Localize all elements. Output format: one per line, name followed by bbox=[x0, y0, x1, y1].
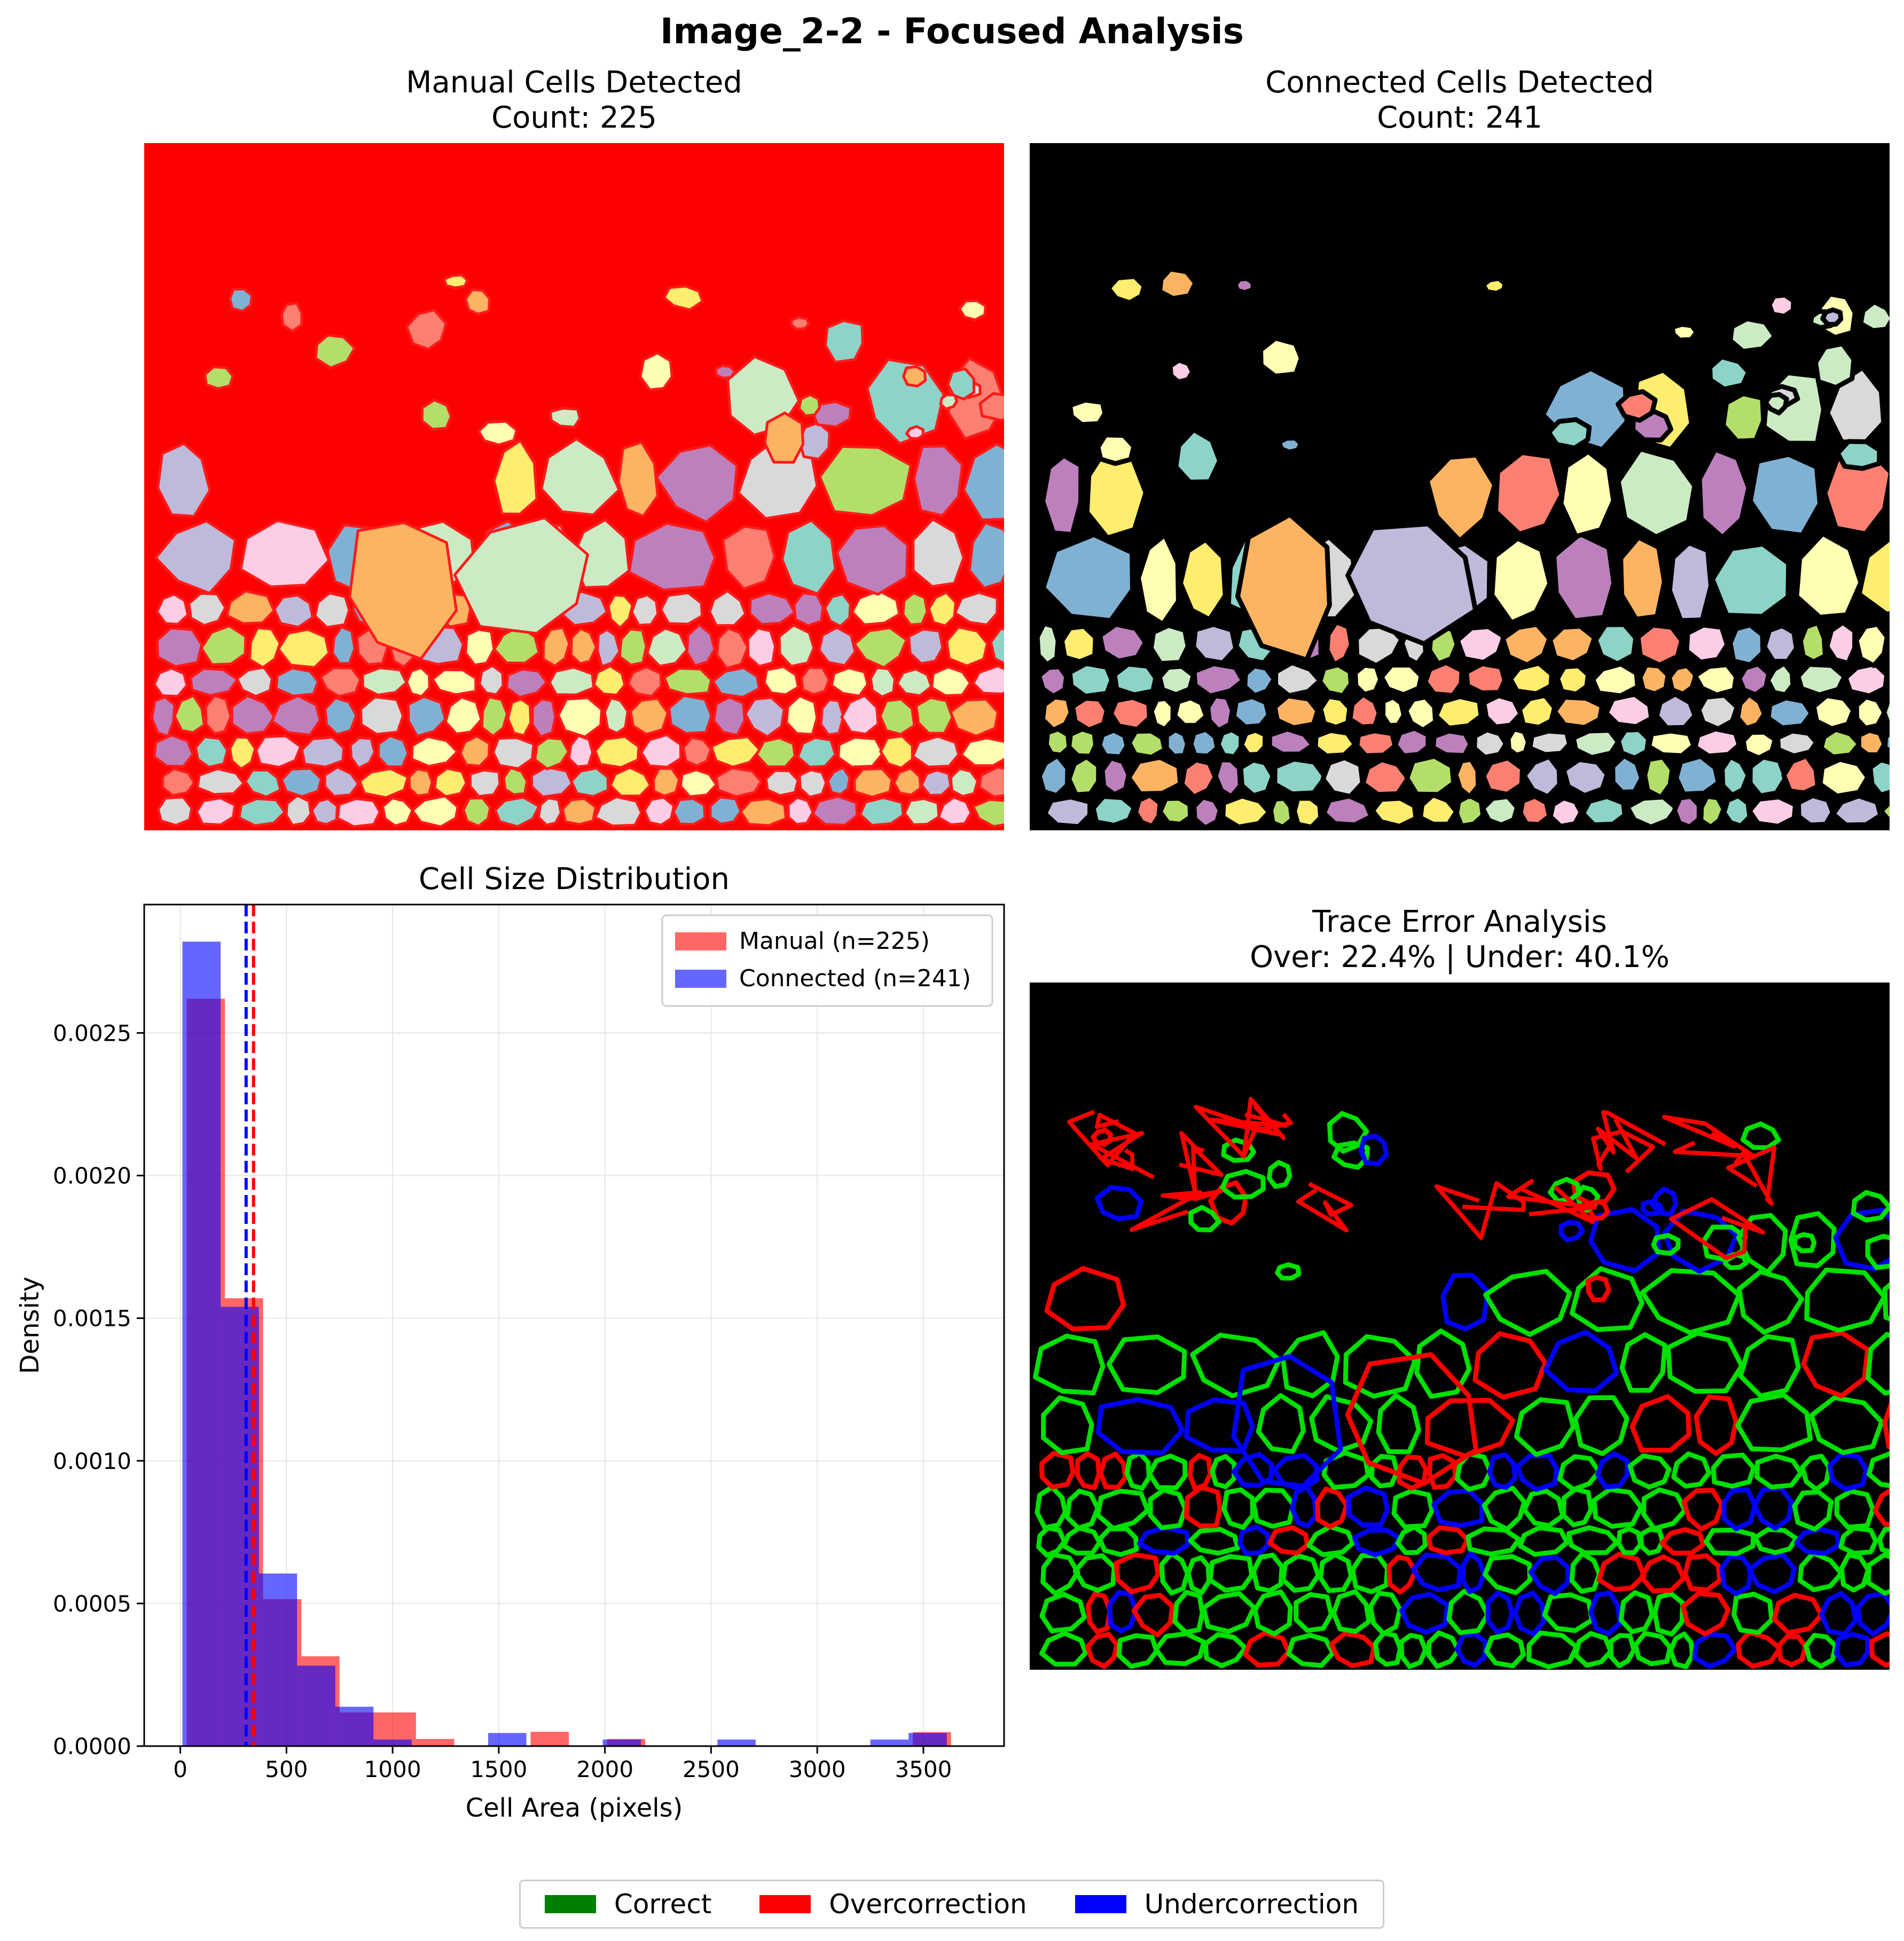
hist-bar bbox=[488, 1733, 527, 1746]
legend-label-undercorrection: Undercorrection bbox=[1144, 1889, 1359, 1920]
x-tick-label: 1000 bbox=[364, 1756, 421, 1782]
legend-label-correct: Correct bbox=[614, 1889, 712, 1920]
x-axis-label: Cell Area (pixels) bbox=[466, 1793, 683, 1823]
x-tick-label: 3500 bbox=[895, 1756, 952, 1782]
x-tick-label: 2000 bbox=[576, 1756, 633, 1782]
manual-title-line2: Count: 225 bbox=[491, 100, 657, 135]
connected-title-line2: Count: 241 bbox=[1377, 100, 1542, 135]
legend-label-overcorrection: Overcorrection bbox=[829, 1889, 1027, 1920]
figure-suptitle: Image_2-2 - Focused Analysis bbox=[660, 11, 1244, 52]
trace-error-image bbox=[1030, 983, 1890, 1670]
legend-item-overcorrection: Overcorrection bbox=[759, 1889, 1027, 1920]
y-tick-label: 0.0005 bbox=[53, 1591, 131, 1617]
manual-panel-title: Manual Cells Detected Count: 225 bbox=[144, 65, 1004, 136]
trace-title-line2: Over: 22.4% | Under: 40.1% bbox=[1250, 940, 1670, 975]
hist-bar bbox=[416, 1739, 455, 1746]
y-axis-label: Density bbox=[15, 1277, 45, 1374]
x-tick-label: 2500 bbox=[683, 1756, 740, 1782]
histogram-chart: 0 500 1000 1500 2000 2500 3000 3500 0.0000 0.0005… bbox=[15, 903, 1005, 1823]
connected-panel-title: Connected Cells Detected Count: 241 bbox=[1030, 65, 1890, 136]
legend-item-undercorrection: Undercorrection bbox=[1075, 1889, 1359, 1920]
manual-title-line1: Manual Cells Detected bbox=[406, 65, 742, 100]
hist-bar bbox=[373, 1739, 412, 1746]
hist-bar bbox=[258, 1573, 297, 1746]
connected-cells-image bbox=[1030, 143, 1890, 830]
histogram-legend: Manual (n=225) Connected (n=241) bbox=[661, 914, 993, 1007]
hist-bar bbox=[870, 1739, 909, 1746]
legend-item-correct: Correct bbox=[544, 1889, 712, 1920]
legend-swatch-correct bbox=[544, 1895, 596, 1913]
x-tick-label: 500 bbox=[265, 1756, 308, 1782]
hist-bar bbox=[182, 941, 221, 1746]
y-tick-label: 0.0000 bbox=[53, 1733, 131, 1759]
y-tick-label: 0.0010 bbox=[53, 1448, 131, 1474]
y-tick-label: 0.0015 bbox=[53, 1306, 131, 1332]
hist-series-connected bbox=[182, 941, 947, 1746]
hist-bar bbox=[717, 1739, 756, 1746]
legend-label: Manual (n=225) bbox=[739, 928, 930, 955]
trace-title-line1: Trace Error Analysis bbox=[1312, 905, 1607, 939]
legend-swatch-overcorrection bbox=[759, 1895, 811, 1913]
y-tick-label: 0.0025 bbox=[53, 1020, 131, 1046]
hist-bar bbox=[530, 1732, 569, 1746]
manual-cells-image bbox=[144, 143, 1004, 830]
trace-panel-title: Trace Error Analysis Over: 22.4% | Under… bbox=[1030, 905, 1890, 975]
x-tick-label: 1500 bbox=[470, 1756, 527, 1782]
legend-label: Connected (n=241) bbox=[739, 965, 971, 992]
x-tick-label: 0 bbox=[173, 1756, 187, 1782]
y-tick-label: 0.0020 bbox=[53, 1163, 131, 1189]
legend-swatch-undercorrection bbox=[1075, 1895, 1126, 1913]
legend-swatch bbox=[675, 970, 726, 988]
legend-swatch bbox=[675, 932, 726, 950]
connected-title-line1: Connected Cells Detected bbox=[1265, 65, 1654, 100]
hist-bar bbox=[297, 1665, 335, 1746]
histogram-title: Cell Size Distribution bbox=[419, 862, 730, 897]
hist-bar bbox=[908, 1733, 947, 1746]
hist-bar bbox=[335, 1707, 374, 1746]
x-tick-label: 3000 bbox=[789, 1756, 846, 1782]
hist-bar bbox=[602, 1739, 641, 1746]
error-legend: Correct Overcorrection Undercorrection bbox=[519, 1880, 1384, 1929]
